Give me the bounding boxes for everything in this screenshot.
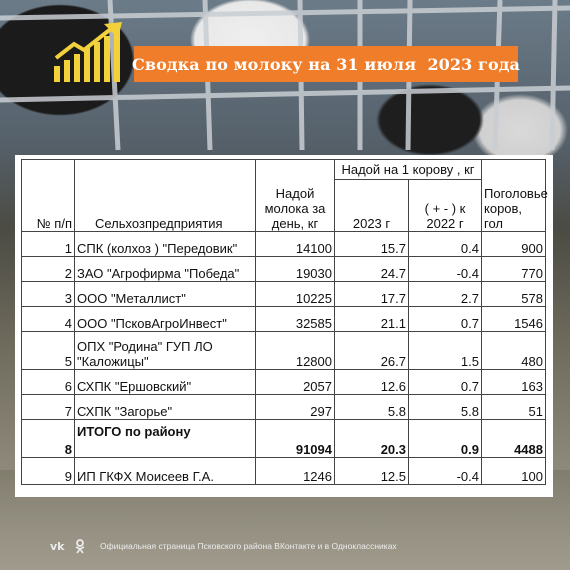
cell-daily: 12800 [255, 331, 335, 370]
cell-herd: 770 [481, 256, 546, 282]
growth-chart-icon [54, 22, 122, 82]
table-row: 6 СХПК "Ершовский" 2057 12.6 0.7 163 [21, 369, 546, 395]
cell-daily: 297 [255, 394, 335, 420]
vk-icon[interactable]: vk [50, 538, 66, 554]
cell-per-cow: 20.3 [334, 419, 409, 458]
cell-daily: 32585 [255, 306, 335, 332]
milk-summary-table: № п/п Сельхозпредприятия Надой молока за… [21, 159, 548, 485]
table-row: 3 ООО "Металлист" 10225 17.7 2.7 578 [21, 281, 546, 307]
cell-farm: ИП ГКФХ Моисеев Г.А. [74, 457, 256, 485]
cell-farm: СПК (колхоз ) "Передовик" [74, 231, 256, 257]
cell-herd: 4488 [481, 419, 546, 458]
header-daily-yield: Надой молока за день, кг [255, 159, 335, 232]
cell-herd: 1546 [481, 306, 546, 332]
title-banner: Сводка по молоку на 31 июля 2023 года [132, 46, 520, 82]
milk-summary-card: № п/п Сельхозпредприятия Надой молока за… [15, 155, 553, 497]
cell-diff: -0.4 [408, 457, 482, 485]
cell-farm: СХПК "Загорье" [74, 394, 256, 420]
cell-num: 8 [21, 419, 75, 458]
page-title: Сводка по молоку на 31 июля 2023 года [132, 54, 520, 74]
cell-farm: СХПК "Ершовский" [74, 369, 256, 395]
cell-num: 9 [21, 457, 75, 485]
footer-caption: Официальная страница Псковского района В… [100, 541, 397, 551]
cell-daily: 14100 [255, 231, 335, 257]
cell-farm: ЗАО "Агрофирма "Победа" [74, 256, 256, 282]
table-row: 9 ИП ГКФХ Моисеев Г.А. 1246 12.5 -0.4 10… [21, 457, 546, 485]
cell-herd: 578 [481, 281, 546, 307]
cell-daily: 1246 [255, 457, 335, 485]
total-row: 8 ИТОГО по району 91094 20.3 0.9 4488 [21, 419, 546, 458]
cell-num: 4 [21, 306, 75, 332]
table-row: 5 ОПХ "Родина" ГУП ЛО "Каложицы" 12800 2… [21, 331, 546, 370]
cell-num: 7 [21, 394, 75, 420]
header-diff: ( + - ) к 2022 г [408, 179, 482, 232]
cell-herd: 51 [481, 394, 546, 420]
cell-diff: -0.4 [408, 256, 482, 282]
cell-per-cow: 15.7 [334, 231, 409, 257]
cell-daily: 2057 [255, 369, 335, 395]
cell-daily: 19030 [255, 256, 335, 282]
cell-diff: 0.4 [408, 231, 482, 257]
table-row: 1 СПК (колхоз ) "Передовик" 14100 15.7 0… [21, 231, 546, 257]
table-row: 2 ЗАО "Агрофирма "Победа" 19030 24.7 -0.… [21, 256, 546, 282]
cell-farm: ООО "Металлист" [74, 281, 256, 307]
cell-herd: 900 [481, 231, 546, 257]
header-num: № п/п [21, 159, 75, 232]
cell-farm: ОПХ "Родина" ГУП ЛО "Каложицы" [74, 331, 256, 370]
cell-num: 6 [21, 369, 75, 395]
cell-diff: 0.7 [408, 306, 482, 332]
cell-num: 2 [21, 256, 75, 282]
header-farm: Сельхозпредприятия [74, 159, 256, 232]
cell-daily: 10225 [255, 281, 335, 307]
cell-per-cow: 26.7 [334, 331, 409, 370]
cell-per-cow: 17.7 [334, 281, 409, 307]
cell-diff: 5.8 [408, 394, 482, 420]
footer: vk Официальная страница Псковского район… [50, 537, 397, 555]
header-per-cow-group: Надой на 1 корову , кг [334, 159, 482, 180]
cell-per-cow: 12.6 [334, 369, 409, 395]
cell-farm: ИТОГО по району [74, 419, 256, 458]
ok-icon[interactable] [72, 538, 88, 554]
cell-diff: 0.9 [408, 419, 482, 458]
cell-per-cow: 12.5 [334, 457, 409, 485]
cell-num: 5 [21, 331, 75, 370]
cell-per-cow: 24.7 [334, 256, 409, 282]
cell-num: 3 [21, 281, 75, 307]
cell-per-cow: 21.1 [334, 306, 409, 332]
cell-num: 1 [21, 231, 75, 257]
table-row: 7 СХПК "Загорье" 297 5.8 5.8 51 [21, 394, 546, 420]
svg-text:vk: vk [50, 540, 65, 553]
cell-diff: 2.7 [408, 281, 482, 307]
cell-diff: 1.5 [408, 331, 482, 370]
header-herd: Поголовье коров, гол [481, 159, 548, 232]
cell-herd: 480 [481, 331, 546, 370]
cell-per-cow: 5.8 [334, 394, 409, 420]
cell-herd: 100 [481, 457, 546, 485]
cell-daily: 91094 [255, 419, 335, 458]
table-row: 4 ООО "ПсковАгроИнвест" 32585 21.1 0.7 1… [21, 306, 546, 332]
header-year: 2023 г [334, 179, 409, 232]
cell-herd: 163 [481, 369, 546, 395]
cell-farm: ООО "ПсковАгроИнвест" [74, 306, 256, 332]
cell-diff: 0.7 [408, 369, 482, 395]
